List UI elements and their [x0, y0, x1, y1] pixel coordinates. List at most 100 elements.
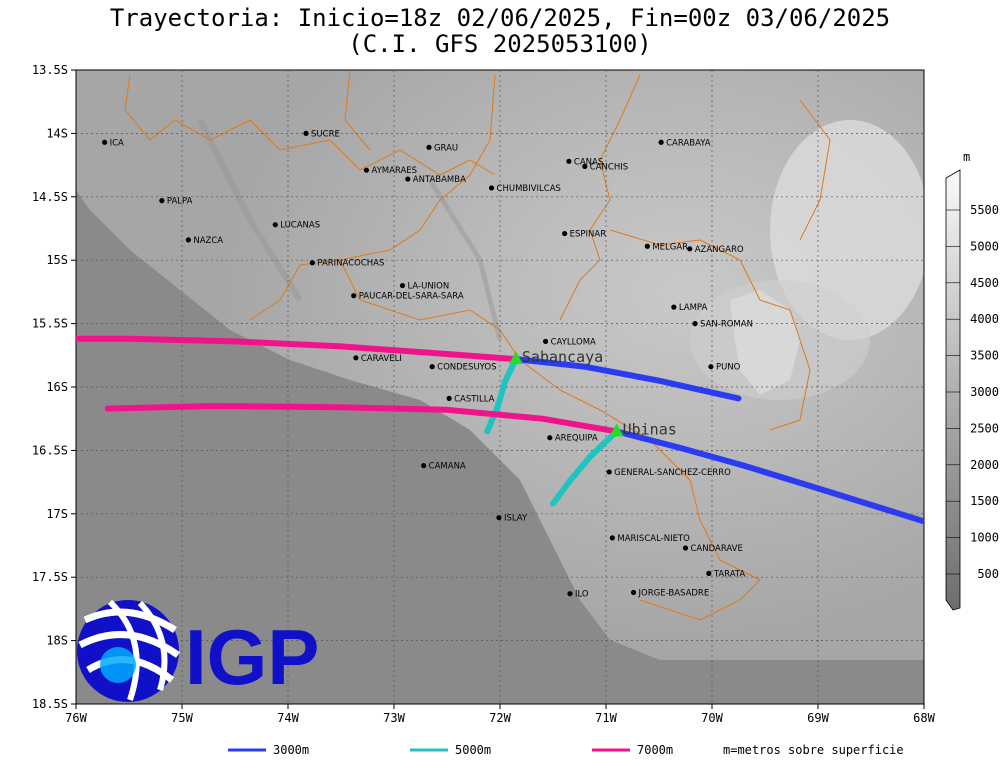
place-dot: [606, 469, 612, 475]
lat-tick-label: 15.5S: [32, 317, 68, 331]
gridlines: [76, 70, 924, 704]
place-dot: [159, 198, 165, 204]
lon-tick-label: 75W: [171, 711, 193, 725]
place-dot: [309, 260, 315, 266]
colorbar-label: 3500: [970, 349, 999, 363]
place-marker: MELGAR: [644, 242, 688, 252]
place-marker: ISLAY: [496, 514, 528, 524]
place-label: AZANGARO: [695, 245, 744, 255]
colorbar-label: 1500: [970, 494, 999, 508]
place-label: CARAVELI: [361, 354, 402, 364]
place-label: TARATA: [713, 569, 746, 579]
place-marker: CAYLLOMA: [542, 337, 596, 347]
place-dot: [658, 139, 664, 145]
place-label: PALPA: [167, 197, 193, 207]
trajectory-7000m-sabancaya: [76, 335, 519, 363]
colorbar-label: 3000: [970, 385, 999, 399]
place-dot: [496, 515, 502, 521]
place-dot: [353, 355, 359, 361]
lat-tick-label: 13.5S: [32, 63, 68, 77]
place-dot: [426, 144, 432, 150]
place-marker: ANTABAMBA: [405, 175, 466, 185]
place-marker: PARINACOCHAS: [309, 259, 384, 269]
colorbar-label: 5500: [970, 203, 999, 217]
colorbar-label: 2000: [970, 458, 999, 472]
place-label: CANCHIS: [590, 162, 628, 172]
place-dot: [567, 591, 573, 597]
place-label: MARISCAL-NIETO: [617, 534, 690, 544]
place-dot: [399, 282, 406, 289]
place-label: NAZCA: [193, 236, 223, 246]
place-marker: CARAVELI: [353, 354, 402, 364]
trajectories: [76, 335, 924, 525]
trajectory-5000m-sabancaya: [484, 356, 519, 435]
lon-tick-label: 71W: [595, 711, 617, 725]
legend-label: 7000m: [637, 743, 673, 757]
place-marker: SAN-ROMAN: [692, 320, 753, 330]
colorbar-label: 5000: [970, 239, 999, 253]
trajectory-3000m-ubinas: [613, 428, 924, 525]
place-marker: GENERAL-SANCHEZ-CERRO: [606, 468, 731, 478]
place-label: SUCRE: [311, 129, 340, 139]
place-marker: MARISCAL-NIETO: [609, 534, 690, 544]
logo-text: IGP: [185, 613, 319, 701]
trajectory-7000m-ubinas: [104, 403, 620, 435]
place-marker: NAZCA: [185, 236, 223, 246]
map-title-line2: (C.I. GFS 2025053100): [348, 30, 652, 58]
place-marker: CARABAYA: [658, 138, 711, 148]
admin-boundaries: [124, 70, 831, 621]
volcano-sabancaya: Sabancaya: [508, 348, 603, 366]
place-label: CASTILLA: [454, 394, 495, 404]
place-marker: SUCRE: [303, 129, 340, 139]
place-marker: CANAS: [566, 157, 603, 167]
place-label: ESPINAR: [570, 230, 607, 240]
place-dot: [706, 570, 712, 576]
place-dot: [582, 163, 588, 169]
place-marker: GRAU: [426, 143, 458, 153]
place-label: ISLAY: [504, 514, 528, 524]
place-dot: [682, 545, 689, 551]
place-dot: [687, 246, 693, 252]
place-marker: CAMANA: [421, 462, 466, 472]
place-label: CANAS: [574, 157, 603, 167]
place-dot: [542, 338, 549, 344]
place-label: CHUMBIVILCAS: [497, 184, 561, 194]
legend-label: 5000m: [455, 743, 491, 757]
place-marker: AZANGARO: [687, 245, 744, 255]
place-label: LUCANAS: [280, 221, 320, 231]
lon-tick-label: 74W: [277, 711, 299, 725]
lat-tick-label: 17S: [46, 507, 68, 521]
colorbar-label: 4500: [970, 276, 999, 290]
place-marker: LAMPA: [671, 303, 708, 313]
lat-tick-label: 16.5S: [32, 443, 68, 457]
place-label: PUNO: [716, 363, 741, 373]
legend: m=metros sobre superficie 3000m 5000m 7000…: [228, 743, 904, 757]
place-dot: [363, 167, 370, 173]
place-label: LAMPA: [679, 303, 708, 313]
colorbar-label: 500: [977, 567, 999, 581]
legend-note: m=metros sobre superficie: [723, 743, 904, 757]
place-label: SAN-ROMAN: [700, 320, 753, 330]
place-marker: AYMARAES: [363, 166, 417, 176]
place-label: CAYLLOMA: [551, 337, 596, 347]
volcanoes: Sabancaya Ubinas: [508, 348, 677, 438]
place-label: AYMARAES: [371, 166, 417, 176]
place-label: PAUCAR-DEL-SARA-SARA: [359, 292, 464, 302]
place-marker: ESPINAR: [562, 230, 606, 240]
lon-tick-label: 68W: [913, 711, 935, 725]
place-dot: [644, 243, 650, 249]
place-label: GENERAL-SANCHEZ-CERRO: [614, 468, 731, 478]
place-label: CANDARAVE: [691, 544, 743, 554]
place-marker: PAUCAR-DEL-SARA-SARA: [351, 292, 464, 302]
lat-tick-label: 18.5S: [32, 697, 68, 711]
place-label: JORGE-BASADRE: [638, 588, 710, 598]
place-marker: CHUMBIVILCAS: [488, 184, 561, 194]
place-dot: [566, 158, 572, 164]
lon-tick-label: 73W: [383, 711, 405, 725]
place-label: LA-UNION: [407, 282, 449, 292]
place-dot: [692, 321, 698, 327]
lon-tick-label: 70W: [701, 711, 723, 725]
place-dot: [429, 364, 435, 370]
volcano-label: Sabancaya: [522, 348, 603, 366]
